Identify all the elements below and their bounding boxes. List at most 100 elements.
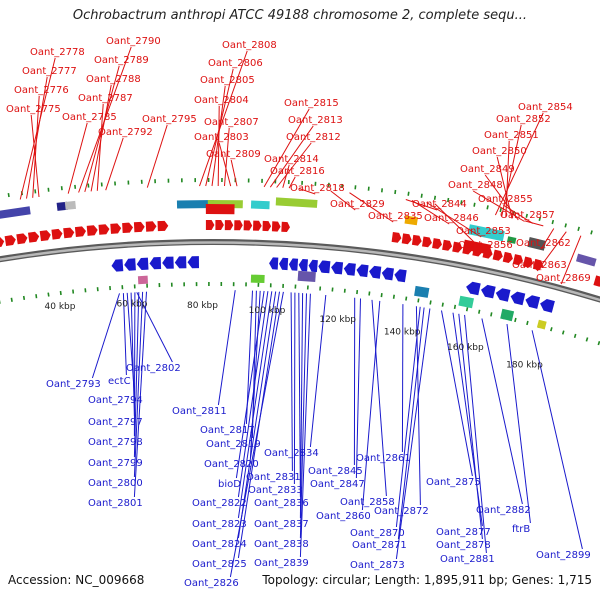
- forward-gene-label: Oant_2851: [484, 130, 539, 141]
- forward-gene-arrow: [215, 220, 224, 230]
- reverse-gene-arrow: [525, 295, 541, 309]
- tick-mark: [47, 292, 50, 297]
- reverse-leader-line: [299, 293, 307, 539]
- forward-leader-line: [411, 199, 450, 225]
- forward-gene-label: Oant_2804: [194, 95, 249, 106]
- map-title: Ochrobactrum anthropi ATCC 49188 chromos…: [72, 8, 528, 23]
- tick-mark: [7, 192, 10, 198]
- tick-mark: [490, 312, 493, 317]
- feature-block: [137, 275, 148, 285]
- feature-block: [64, 200, 76, 210]
- reverse-gene-label: Oant_2794: [88, 395, 143, 406]
- forward-gene-label: Oant_2790: [106, 36, 161, 47]
- forward-leader-line: [30, 114, 40, 198]
- reverse-gene-arrow: [394, 269, 407, 283]
- forward-gene-label: Oant_2789: [94, 55, 149, 66]
- forward-gene-label: Oant_2776: [14, 85, 69, 96]
- forward-gene-arrow: [205, 220, 215, 230]
- feature-block: [176, 200, 214, 209]
- reverse-gene-label: Oant_2802: [126, 363, 181, 374]
- forward-gene-arrow: [452, 241, 463, 253]
- tick-mark: [35, 294, 38, 299]
- reverse-gene-arrow: [288, 258, 299, 271]
- backbone-highlight: [0, 241, 600, 302]
- forward-gene-label: Oant_2846: [424, 213, 479, 224]
- forward-leader-line: [472, 190, 525, 222]
- tick-mark: [564, 223, 567, 228]
- reverse-leader-line: [299, 293, 304, 519]
- reverse-leader-line: [309, 294, 327, 448]
- forward-gene-label: Oant_2853: [456, 226, 511, 237]
- tick-mark: [525, 213, 528, 218]
- forward-gene-label: Oant_2813: [288, 115, 343, 126]
- forward-gene-label: Oant_2795: [142, 114, 197, 125]
- forward-gene-arrow: [532, 258, 544, 271]
- reverse-gene-label: Oant_2860: [316, 511, 371, 522]
- scale-label: 60 kbp: [117, 300, 148, 310]
- forward-gene-arrow: [502, 251, 513, 263]
- reverse-gene-label: Oant_2793: [46, 379, 101, 390]
- reverse-gene-label: Oant_2820: [204, 459, 259, 470]
- feature-block: [0, 206, 31, 219]
- tick-mark: [447, 197, 450, 203]
- reverse-gene-label: Oant_2823: [192, 519, 247, 530]
- forward-gene-label: Oant_2785: [62, 112, 117, 123]
- forward-gene-arrow: [51, 228, 63, 240]
- forward-gene-label: Oant_2848: [448, 180, 503, 191]
- tick-mark: [473, 202, 476, 207]
- forward-leader-line: [230, 159, 238, 187]
- forward-leader-line: [502, 204, 534, 224]
- forward-gene-label: Oant_2787: [78, 93, 133, 104]
- tick-mark: [478, 309, 481, 314]
- feature-block: [527, 237, 547, 251]
- feature-block: [275, 197, 318, 208]
- reverse-leader-line: [395, 308, 431, 560]
- forward-gene-arrow: [411, 234, 422, 246]
- forward-gene-label: Oant_2850: [472, 146, 527, 157]
- reverse-gene-label: Oant_2861: [356, 453, 411, 464]
- reverse-leader-line: [458, 313, 483, 540]
- reverse-leader-line: [133, 292, 136, 437]
- forward-leader-line: [536, 231, 567, 272]
- reverse-gene-label: Oant_2836: [254, 498, 309, 509]
- forward-gene-label: Oant_2814: [264, 154, 319, 165]
- feature-block: [404, 215, 418, 226]
- reverse-gene-label: Oant_2834: [264, 448, 319, 459]
- inner-tick-ring: [0, 282, 600, 346]
- forward-leader-line: [330, 190, 356, 211]
- reverse-leader-line: [237, 291, 277, 539]
- forward-leader-line: [349, 192, 394, 223]
- reverse-gene-label: Oant_2870: [350, 528, 405, 539]
- tick-mark: [465, 307, 469, 312]
- reverse-gene-label: Oant_2882: [476, 505, 531, 516]
- feature-block: [500, 308, 515, 322]
- forward-leader-line: [218, 142, 232, 187]
- reverse-gene-arrow: [187, 256, 199, 269]
- forward-gene-label: Oant_2869: [536, 273, 591, 284]
- forward-leader-line: [32, 95, 40, 198]
- forward-leader-line: [282, 164, 290, 188]
- forward-gene-label: Oant_2854: [518, 102, 573, 113]
- forward-leader-line: [146, 124, 168, 188]
- tick-mark: [514, 317, 517, 323]
- tick-mark: [417, 298, 420, 303]
- tick-mark: [460, 200, 463, 205]
- reverse-gene-arrow: [174, 256, 187, 269]
- forward-leader-line: [426, 202, 482, 238]
- reverse-leader-line: [531, 330, 583, 550]
- tick-mark: [550, 327, 553, 332]
- reverse-gene-arrow: [495, 288, 511, 302]
- reverse-leader-line: [481, 318, 523, 505]
- forward-gene-label: Oant_2818: [290, 183, 345, 194]
- tick-mark: [551, 219, 555, 225]
- tick-mark: [394, 189, 397, 195]
- reverse-leader-line: [217, 290, 236, 406]
- forward-gene-label: Oant_2855: [478, 194, 533, 205]
- reverse-gene-label: Oant_2845: [308, 466, 363, 477]
- forward-gene-arrow: [432, 238, 442, 249]
- forward-leader-line: [434, 203, 484, 252]
- forward-gene-label: Oant_2863: [512, 260, 567, 271]
- reverse-gene-label: Oant_2838: [254, 539, 309, 550]
- forward-gene-label: Oant_2777: [22, 66, 77, 77]
